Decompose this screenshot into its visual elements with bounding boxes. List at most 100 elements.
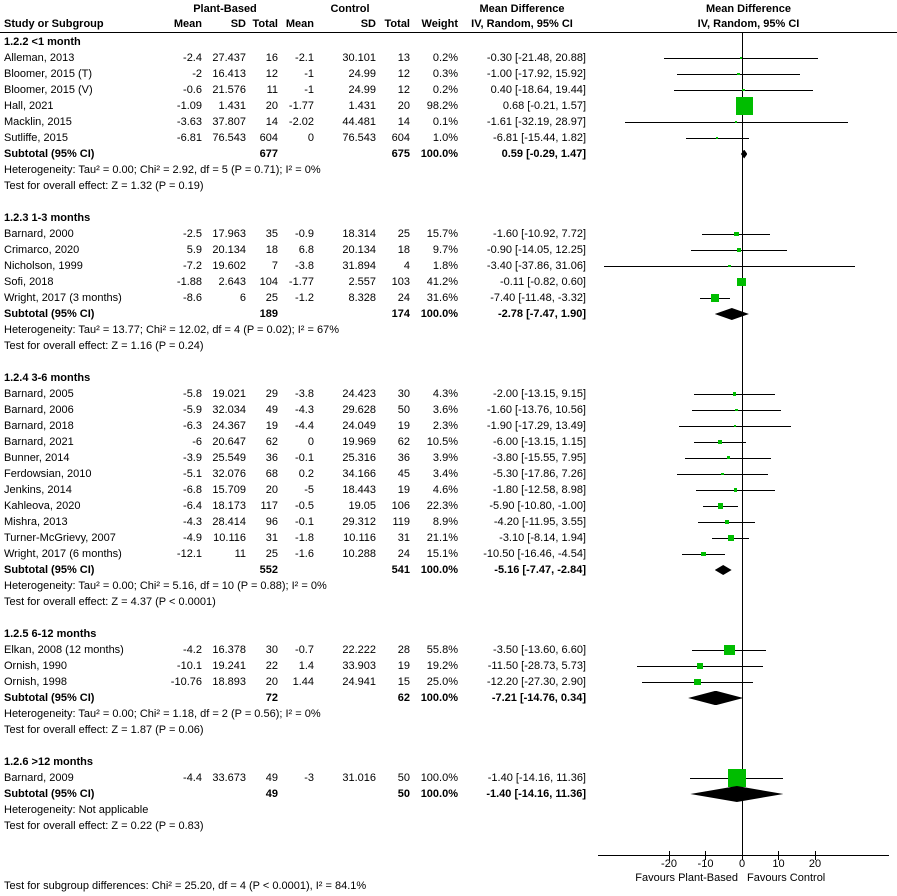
- ci-text: -10.50 [-16.46, -4.54]: [483, 548, 586, 560]
- pb-sd: 16.378: [212, 644, 246, 656]
- c-mean: -2.02: [288, 116, 314, 128]
- weight: 15.1%: [426, 548, 458, 560]
- c-mean: [278, 306, 314, 322]
- heterogeneity-row: Heterogeneity: Tau² = 13.77; Chi² = 12.0…: [0, 322, 897, 338]
- c-total: 14: [397, 116, 410, 128]
- c-sd: 10.288: [342, 548, 376, 560]
- pb-total: 104: [259, 276, 278, 288]
- c-mean: -0.1: [295, 452, 314, 464]
- spacer: [586, 98, 600, 114]
- c-total: 28: [397, 644, 410, 656]
- study-row: Barnard, 2021 -6 20.647 62 0 19.969 62 10.5% -6.…: [0, 434, 897, 450]
- ci-text: -1.60 [-13.76, 10.56]: [486, 404, 586, 416]
- c-sd: 24.99: [348, 84, 376, 96]
- spacer: [586, 146, 600, 162]
- subtotal-row: Subtotal (95% CI) 72 62 100.0% -7.21 [-14.76…: [0, 690, 897, 706]
- ci-plot-cell: [600, 386, 897, 402]
- ci-text: -3.50 [-13.60, 6.60]: [493, 644, 586, 656]
- ci-plot-cell: [600, 674, 897, 690]
- c-mean: 0: [307, 132, 314, 144]
- c-sd: 18.314: [342, 228, 376, 240]
- ci-plot-cell: [600, 418, 897, 434]
- pooled-diamond: [740, 149, 748, 159]
- pb-mean: -7.2: [183, 260, 202, 272]
- pb-sd: 16.413: [212, 68, 246, 80]
- pb-mean: -12.1: [176, 548, 202, 560]
- pb-total: 14: [265, 116, 278, 128]
- effect-square: [721, 472, 725, 476]
- subtotal-row: Subtotal (95% CI) 49 50 100.0% -1.40 [-14.16…: [0, 786, 897, 802]
- spacer: [586, 226, 600, 242]
- col-header-pb-total: Total: [252, 18, 278, 30]
- study-row: Wright, 2017 (3 months) -8.6 6 25 -1.2 8.328 2…: [0, 290, 897, 306]
- study-row: Mishra, 2013 -4.3 28.414 96 -0.1 29.312 119 8.9…: [0, 514, 897, 530]
- column-header-row: Study or Subgroup Mean SD Total Mean SD …: [0, 16, 897, 32]
- spacer: [586, 242, 600, 258]
- pb-sd: 27.437: [212, 52, 246, 64]
- pb-total: 49: [265, 772, 278, 784]
- subgroup-header-row: 1.2.3 1-3 months: [0, 210, 897, 226]
- ci-text: -1.90 [-17.29, 13.49]: [486, 420, 586, 432]
- pb-sd: [202, 562, 246, 578]
- pb-sd: 18.893: [212, 676, 246, 688]
- pb-total: 96: [265, 516, 278, 528]
- axis-tick-label: 20: [808, 858, 822, 870]
- pb-sd: [202, 786, 246, 802]
- axis-tick: [705, 851, 706, 860]
- pb-mean: -3.9: [183, 452, 202, 464]
- ci-text: -6.81 [-15.44, 1.82]: [493, 132, 586, 144]
- effect-square: [724, 520, 729, 524]
- pb-mean: -4.9: [183, 532, 202, 544]
- pb-mean: [140, 146, 202, 162]
- c-sd: 31.894: [342, 260, 376, 272]
- subgroup-label: 1.2.4 3-6 months: [4, 372, 91, 384]
- pb-mean: -10.1: [176, 660, 202, 672]
- c-sd: 30.101: [342, 52, 376, 64]
- ci-text: 0.59 [-0.29, 1.47]: [501, 148, 586, 160]
- ci-text: -3.40 [-37.86, 31.06]: [486, 260, 586, 272]
- spacer: [586, 434, 600, 450]
- ci-plot-cell: [600, 50, 897, 66]
- c-total: 13: [397, 52, 410, 64]
- weight: 0.2%: [432, 84, 458, 96]
- ci-plot-cell: [600, 130, 897, 146]
- study-name: Bloomer, 2015 (V): [4, 84, 93, 96]
- study-name: Kahleova, 2020: [4, 500, 81, 512]
- pb-total: 49: [265, 404, 278, 416]
- pb-total: 20: [265, 484, 278, 496]
- study-name: Subtotal (95% CI): [4, 692, 95, 704]
- pb-total: 20: [265, 676, 278, 688]
- spacer: [586, 674, 600, 690]
- effect-square: [733, 488, 737, 492]
- pb-sd: 32.034: [212, 404, 246, 416]
- effect-square: [694, 678, 701, 686]
- c-sd: [314, 786, 376, 802]
- c-mean: -1.8: [295, 532, 314, 544]
- ci-plot-cell: [600, 97, 897, 115]
- study-name: Subtotal (95% CI): [4, 308, 95, 320]
- spacer: [586, 418, 600, 434]
- favours-left-label: Favours Plant-Based: [635, 872, 738, 884]
- spacer: [586, 690, 600, 706]
- c-sd: 24.941: [342, 676, 376, 688]
- pb-mean: -8.6: [183, 292, 202, 304]
- weight: 22.3%: [426, 500, 458, 512]
- weight: 10.5%: [426, 436, 458, 448]
- c-sd: 33.903: [342, 660, 376, 672]
- pb-mean: [140, 786, 202, 802]
- weight: 100.0%: [420, 148, 458, 160]
- ci-text: -0.30 [-21.48, 20.88]: [486, 52, 586, 64]
- spacer: [586, 562, 600, 578]
- pb-sd: 21.576: [212, 84, 246, 96]
- pb-mean: -2.5: [183, 228, 202, 240]
- spacer: [586, 290, 600, 306]
- subgroup-header-row: 1.2.4 3-6 months: [0, 370, 897, 386]
- pb-sd: 2.643: [218, 276, 246, 288]
- pb-total: 117: [260, 500, 278, 512]
- pb-total: 189: [259, 308, 278, 320]
- group-header-plant-based: Plant-Based: [193, 3, 257, 15]
- spacer: [586, 16, 600, 32]
- ci-plot-cell: [600, 690, 897, 706]
- col-header-ci-plot: IV, Random, 95% CI: [697, 18, 800, 30]
- weight: 100.0%: [420, 308, 458, 320]
